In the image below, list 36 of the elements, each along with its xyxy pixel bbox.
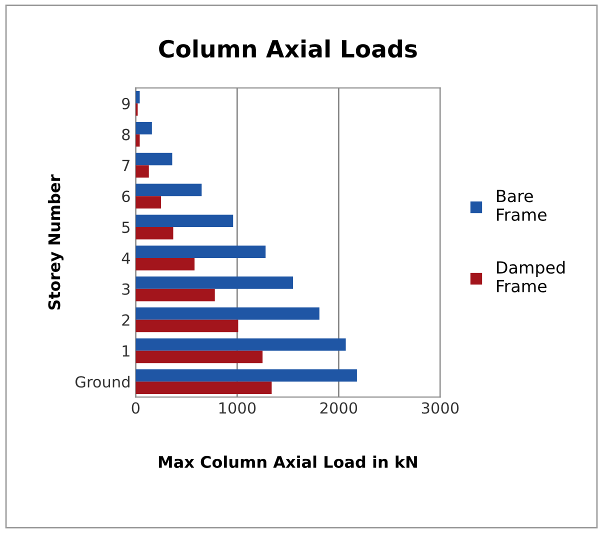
y-tick-label: 2 (122, 314, 130, 326)
bar (136, 214, 234, 228)
y-tick-label: 8 (122, 128, 130, 140)
x-tick-label: 2000 (320, 402, 358, 414)
bar (136, 165, 149, 178)
y-tick-label: 4 (122, 252, 130, 264)
y-tick-label: 9 (122, 98, 130, 110)
bar (136, 258, 195, 270)
y-tick-label: 7 (122, 160, 130, 172)
x-tick-label: 3000 (422, 402, 459, 414)
legend-label: Damped Frame (497, 260, 565, 292)
y-tick-label: 6 (122, 190, 130, 202)
bar (136, 288, 215, 302)
bar (136, 338, 346, 351)
bar (136, 246, 266, 258)
bar (136, 196, 162, 209)
y-tick-label: Ground (75, 376, 130, 388)
bar (136, 350, 263, 364)
chart-title: Column Axial Loads (159, 39, 417, 58)
bar (136, 307, 320, 320)
y-axis-title: Storey Number (48, 174, 64, 310)
bar (136, 152, 172, 166)
bar (136, 122, 152, 134)
y-tick-label: 5 (122, 222, 130, 234)
x-tick-label: 1000 (219, 402, 256, 414)
bar (136, 382, 272, 394)
x-axis-title: Max Column Axial Load in kN (158, 456, 417, 468)
bar (136, 184, 202, 196)
bar (136, 320, 238, 332)
bar (136, 369, 357, 382)
bar (136, 276, 294, 289)
legend-label: Bare Frame (497, 190, 546, 221)
bar (136, 227, 174, 240)
y-tick-label: 3 (122, 283, 130, 295)
y-tick-label: 1 (122, 345, 130, 357)
x-tick-label: 0 (132, 402, 140, 414)
